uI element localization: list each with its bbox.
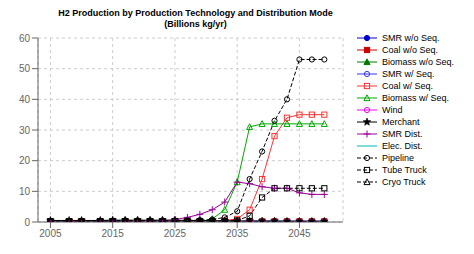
svg-text:2015: 2015 <box>102 228 125 239</box>
svg-text:30: 30 <box>19 125 31 136</box>
svg-text:2025: 2025 <box>164 228 187 239</box>
html-text:Coal w/ Seq.: Coal w/ Seq. <box>382 81 433 91</box>
html-text:Elec. Dist.: Elec. Dist. <box>382 141 423 151</box>
svg-text:2005: 2005 <box>39 228 62 239</box>
svg-text:20: 20 <box>19 155 31 166</box>
html-text:Biomass w/o Seq.: Biomass w/o Seq. <box>382 57 454 67</box>
svg-text:2035: 2035 <box>226 228 249 239</box>
html-text:Biomass w/ Seq.: Biomass w/ Seq. <box>382 93 449 103</box>
svg-text:50: 50 <box>19 63 31 74</box>
html-text:Merchant: Merchant <box>382 117 420 127</box>
svg-text:0: 0 <box>24 217 30 228</box>
html-text:SMR w/o Seq.: SMR w/o Seq. <box>382 33 440 43</box>
html-text:Cryo Truck: Cryo Truck <box>382 177 426 187</box>
html-text:H2 Production by Production Te: H2 Production by Production Technology a… <box>58 8 333 18</box>
html-text:SMR w/ Seq.: SMR w/ Seq. <box>382 69 435 79</box>
svg-text:2045: 2045 <box>288 228 311 239</box>
svg-text:40: 40 <box>19 94 31 105</box>
html-text:Pipeline: Pipeline <box>382 153 414 163</box>
html-text:(Billions kg/yr): (Billions kg/yr) <box>164 19 227 29</box>
html-text:SMR Dist.: SMR Dist. <box>382 129 423 139</box>
svg-text:60: 60 <box>19 33 31 44</box>
html-text:Coal w/o Seq.: Coal w/o Seq. <box>382 45 438 55</box>
svg-text:10: 10 <box>19 186 31 197</box>
html-text:Wind: Wind <box>382 105 403 115</box>
html-text:Tube Truck: Tube Truck <box>382 165 427 175</box>
